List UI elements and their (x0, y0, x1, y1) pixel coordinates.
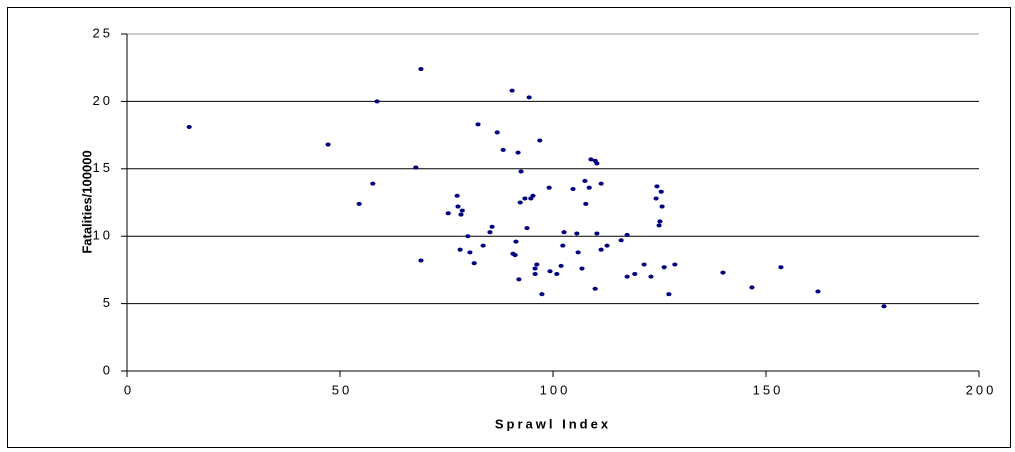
point (720, 270, 726, 275)
point (574, 231, 580, 236)
point (641, 262, 647, 267)
point (370, 181, 376, 186)
point (513, 239, 519, 244)
point (661, 265, 667, 270)
point (539, 292, 545, 297)
point (547, 269, 553, 274)
x-tick-label: 150 (753, 382, 784, 397)
point (418, 67, 424, 72)
y-tick-label: 0 (103, 362, 113, 377)
y-tick-label: 5 (103, 295, 113, 310)
point (325, 142, 331, 147)
y-tick-label: 25 (93, 25, 113, 40)
point (475, 122, 481, 127)
point (494, 130, 500, 135)
point (418, 258, 424, 263)
point (654, 184, 660, 189)
point (588, 157, 594, 162)
point (537, 138, 543, 143)
y-tick-label: 10 (93, 228, 113, 243)
y-axis-title: Fatalities/100000 (79, 150, 94, 253)
point (624, 274, 630, 279)
point (518, 169, 524, 174)
point (594, 161, 600, 166)
point (465, 234, 471, 239)
point (356, 201, 362, 206)
point (512, 253, 518, 258)
point (749, 285, 755, 290)
point (604, 243, 610, 248)
point (459, 208, 465, 213)
point (516, 277, 522, 282)
point (659, 204, 665, 209)
point (778, 265, 784, 270)
point (632, 271, 638, 276)
point (471, 261, 477, 266)
point (532, 271, 538, 276)
point (815, 289, 821, 294)
point (658, 189, 664, 194)
chart-frame (7, 7, 1011, 448)
point (598, 247, 604, 252)
point (186, 125, 192, 130)
point (526, 95, 532, 100)
point (554, 271, 560, 276)
point (558, 263, 564, 268)
point (457, 247, 463, 252)
point (618, 238, 624, 243)
point (561, 230, 567, 235)
point (524, 226, 530, 231)
point (656, 223, 662, 228)
point (648, 274, 654, 279)
point (570, 187, 576, 192)
x-tick-label: 200 (966, 382, 997, 397)
point (467, 250, 473, 255)
point (445, 211, 451, 216)
point (592, 286, 598, 291)
x-tick-label: 50 (332, 382, 352, 397)
point (458, 212, 464, 217)
point (594, 231, 600, 236)
y-tick-label: 15 (93, 160, 113, 175)
point (598, 181, 604, 186)
point (653, 196, 659, 201)
x-tick-label: 0 (124, 382, 134, 397)
point (586, 185, 592, 190)
point (532, 266, 538, 271)
y-tick-label: 20 (93, 93, 113, 108)
point (881, 304, 887, 309)
point (413, 165, 419, 170)
point (534, 262, 540, 267)
point (517, 200, 523, 205)
point (546, 185, 552, 190)
point (500, 147, 506, 152)
point (374, 99, 380, 104)
x-axis-title: Sprawl Index (495, 416, 611, 431)
point (666, 292, 672, 297)
point (480, 243, 486, 248)
point (530, 193, 536, 198)
point (489, 224, 495, 229)
point (624, 232, 630, 237)
point (657, 219, 663, 224)
point (509, 88, 515, 93)
point (454, 193, 460, 198)
point (487, 230, 493, 235)
point (575, 250, 581, 255)
point (582, 178, 588, 183)
point (522, 196, 528, 201)
x-tick-label: 100 (540, 382, 571, 397)
point (560, 243, 566, 248)
point (455, 204, 461, 209)
point (583, 201, 589, 206)
point (515, 150, 521, 155)
point (672, 262, 678, 267)
point (579, 266, 585, 271)
